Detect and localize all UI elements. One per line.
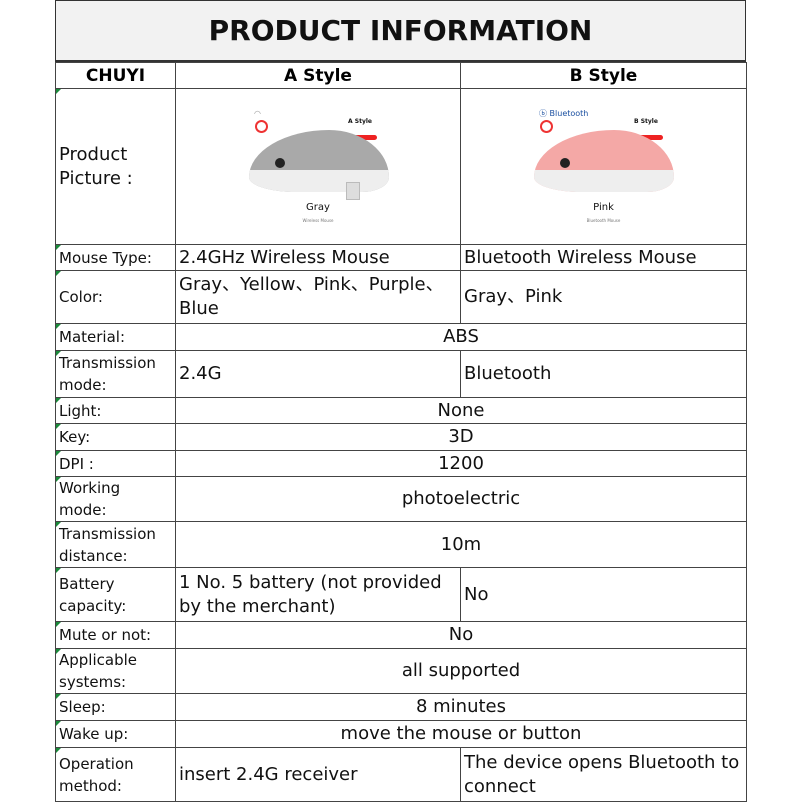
product-info-table-container: PRODUCT INFORMATION CHUYI A Style B Styl…	[55, 0, 747, 802]
header-a-style: A Style	[175, 62, 461, 89]
row-label: Applicable systems:	[55, 648, 176, 694]
no-symbol-icon	[540, 119, 553, 133]
row-label: Transmission distance:	[55, 521, 176, 568]
no-symbol-icon	[255, 119, 268, 133]
table-row: Wake up: move the mouse or button	[55, 720, 747, 748]
table-row: Operation method: insert 2.4G receiver The…	[55, 747, 747, 802]
row-value-all: None	[175, 397, 747, 424]
row-label: Wake up:	[55, 720, 176, 748]
row-value-b: The device opens Bluetooth to connect	[460, 747, 747, 802]
table-row: Mute or not: No	[55, 621, 747, 649]
row-value-a: 2.4G	[175, 350, 461, 398]
table-row: Battery capacity: 1 No. 5 battery (not pr…	[55, 567, 747, 622]
row-label: Transmission mode:	[55, 350, 176, 398]
row-label: Mute or not:	[55, 621, 176, 649]
page-title: PRODUCT INFORMATION	[55, 0, 746, 62]
row-value-a: 2.4GHz Wireless Mouse	[175, 244, 461, 271]
row-label: Operation method:	[55, 747, 176, 802]
table-row: Working mode: photoelectric	[55, 476, 747, 522]
row-value-a: 1 No. 5 battery (not provided by the mer…	[175, 567, 461, 622]
header-brand: CHUYI	[55, 62, 176, 89]
row-label: Sleep:	[55, 693, 176, 721]
table-row: Color: Gray、Yellow、Pink、Purple、Blue Gray、P…	[55, 270, 747, 324]
table-row: Applicable systems: all supported	[55, 648, 747, 694]
row-value-b: Bluetooth	[460, 350, 747, 398]
row-label: Material:	[55, 323, 176, 351]
table-row: Material: ABS	[55, 323, 747, 351]
table-row: Sleep: 8 minutes	[55, 693, 747, 721]
row-label: Key:	[55, 423, 176, 451]
row-value-all: photoelectric	[175, 476, 747, 522]
row-value-b: Bluetooth Wireless Mouse	[460, 244, 747, 271]
picture-a: ◠ A Style Gray Wireless Mouse	[175, 88, 461, 245]
row-value-all: 1200	[175, 450, 747, 477]
row-label: Light:	[55, 397, 176, 424]
mouse-subtitle: Wireless Mouse	[302, 217, 334, 223]
hamster-mouse-image	[534, 129, 674, 192]
bluetooth-icon: ⓑ Bluetooth	[539, 108, 589, 118]
row-value-all: all supported	[175, 648, 747, 694]
picture-b: ⓑ Bluetooth B Style Pink Bluetooth Mouse	[460, 88, 747, 245]
wifi-icon: ◠	[254, 108, 261, 118]
usb-receiver-image	[346, 181, 360, 200]
row-value-a: Gray、Yellow、Pink、Purple、Blue	[175, 270, 461, 324]
row-label: Working mode:	[55, 476, 176, 522]
row-label: Color:	[55, 270, 176, 324]
table-row: Mouse Type: 2.4GHz Wireless Mouse Bluetoot…	[55, 244, 747, 271]
row-value-all: ABS	[175, 323, 747, 351]
row-label: Battery capacity:	[55, 567, 176, 622]
row-value-b: Gray、Pink	[460, 270, 747, 324]
row-value-all: move the mouse or button	[175, 720, 747, 748]
table-row: Key: 3D	[55, 423, 747, 451]
table-row: Light: None	[55, 397, 747, 424]
row-label: DPI :	[55, 450, 176, 477]
row-value-all: No	[175, 621, 747, 649]
row-value-b: No	[460, 567, 747, 622]
row-value-all: 8 minutes	[175, 693, 747, 721]
header-b-style: B Style	[460, 62, 747, 89]
mouse-subtitle: Bluetooth Mouse	[586, 217, 621, 223]
product-info-table: CHUYI A Style B Style Product Picture : …	[55, 62, 747, 802]
color-name: Gray	[306, 201, 330, 213]
picture-label: Product Picture :	[55, 88, 176, 245]
row-value-all: 3D	[175, 423, 747, 451]
color-name: Pink	[593, 201, 614, 213]
table-row: DPI :1200	[55, 450, 747, 477]
row-value-a: insert 2.4G receiver	[175, 747, 461, 802]
row-label: Mouse Type:	[55, 244, 176, 271]
row-value-all: 10m	[175, 521, 747, 568]
table-row: Transmission distance: 10m	[55, 521, 747, 568]
table-row: Transmission mode: 2.4G Bluetooth	[55, 350, 747, 398]
